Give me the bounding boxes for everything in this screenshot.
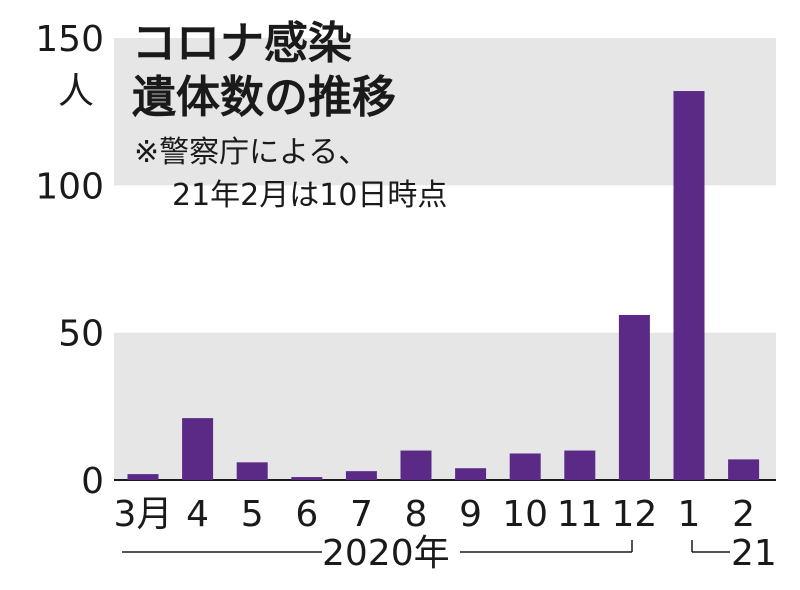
background-bands xyxy=(114,38,776,480)
chart-note-line-1: ※警察庁による、 xyxy=(134,135,368,170)
bar-1 xyxy=(182,418,214,480)
x-tick-label: 12 xyxy=(611,494,657,535)
period-2020-label: 2020年 xyxy=(322,533,450,574)
y-tick-label: 100 xyxy=(35,166,104,207)
x-tick-label: 6 xyxy=(295,494,318,535)
bar-6 xyxy=(455,468,487,480)
bar-8 xyxy=(564,450,596,480)
x-tick-label: 8 xyxy=(405,494,428,535)
y-unit-label: 人 xyxy=(58,71,94,112)
bar-3 xyxy=(291,477,323,480)
y-tick-label: 150 xyxy=(35,19,104,60)
bars xyxy=(127,91,760,480)
x-tick-label: 3月 xyxy=(114,494,173,535)
bar-2 xyxy=(236,462,268,480)
x-tick-label: 7 xyxy=(350,494,373,535)
background-band-0 xyxy=(114,332,776,480)
x-tick-labels: 3月 4 5 6 7 8 9 10 11 12 1 2 xyxy=(114,494,756,535)
chart-title-line-2: 遺体数の推移 xyxy=(132,72,396,123)
y-tick-label: 50 xyxy=(58,314,104,355)
bar-9 xyxy=(618,314,650,480)
x-tick-label: 4 xyxy=(186,494,209,535)
y-tick-labels: 0 50 100 150 xyxy=(35,19,104,502)
chart-note-line-2: 21年2月は10日時点 xyxy=(172,178,447,213)
bar-7 xyxy=(509,453,541,480)
bar-5 xyxy=(400,450,432,480)
x-tick-label: 11 xyxy=(557,494,603,535)
y-tick-label: 0 xyxy=(81,461,104,502)
bar-0 xyxy=(127,474,159,480)
x-tick-label: 1 xyxy=(678,494,701,535)
x-tick-label: 5 xyxy=(241,494,264,535)
bar-11 xyxy=(728,459,760,480)
x-tick-label: 2 xyxy=(732,494,755,535)
x-tick-label: 9 xyxy=(459,494,482,535)
background-band-1 xyxy=(114,38,776,186)
bar-10 xyxy=(673,91,705,480)
bar-4 xyxy=(345,471,377,480)
chart-title-line-1: コロナ感染 xyxy=(132,18,352,69)
x-tick-label: 10 xyxy=(502,494,548,535)
period-21-label: 21 xyxy=(731,533,777,574)
